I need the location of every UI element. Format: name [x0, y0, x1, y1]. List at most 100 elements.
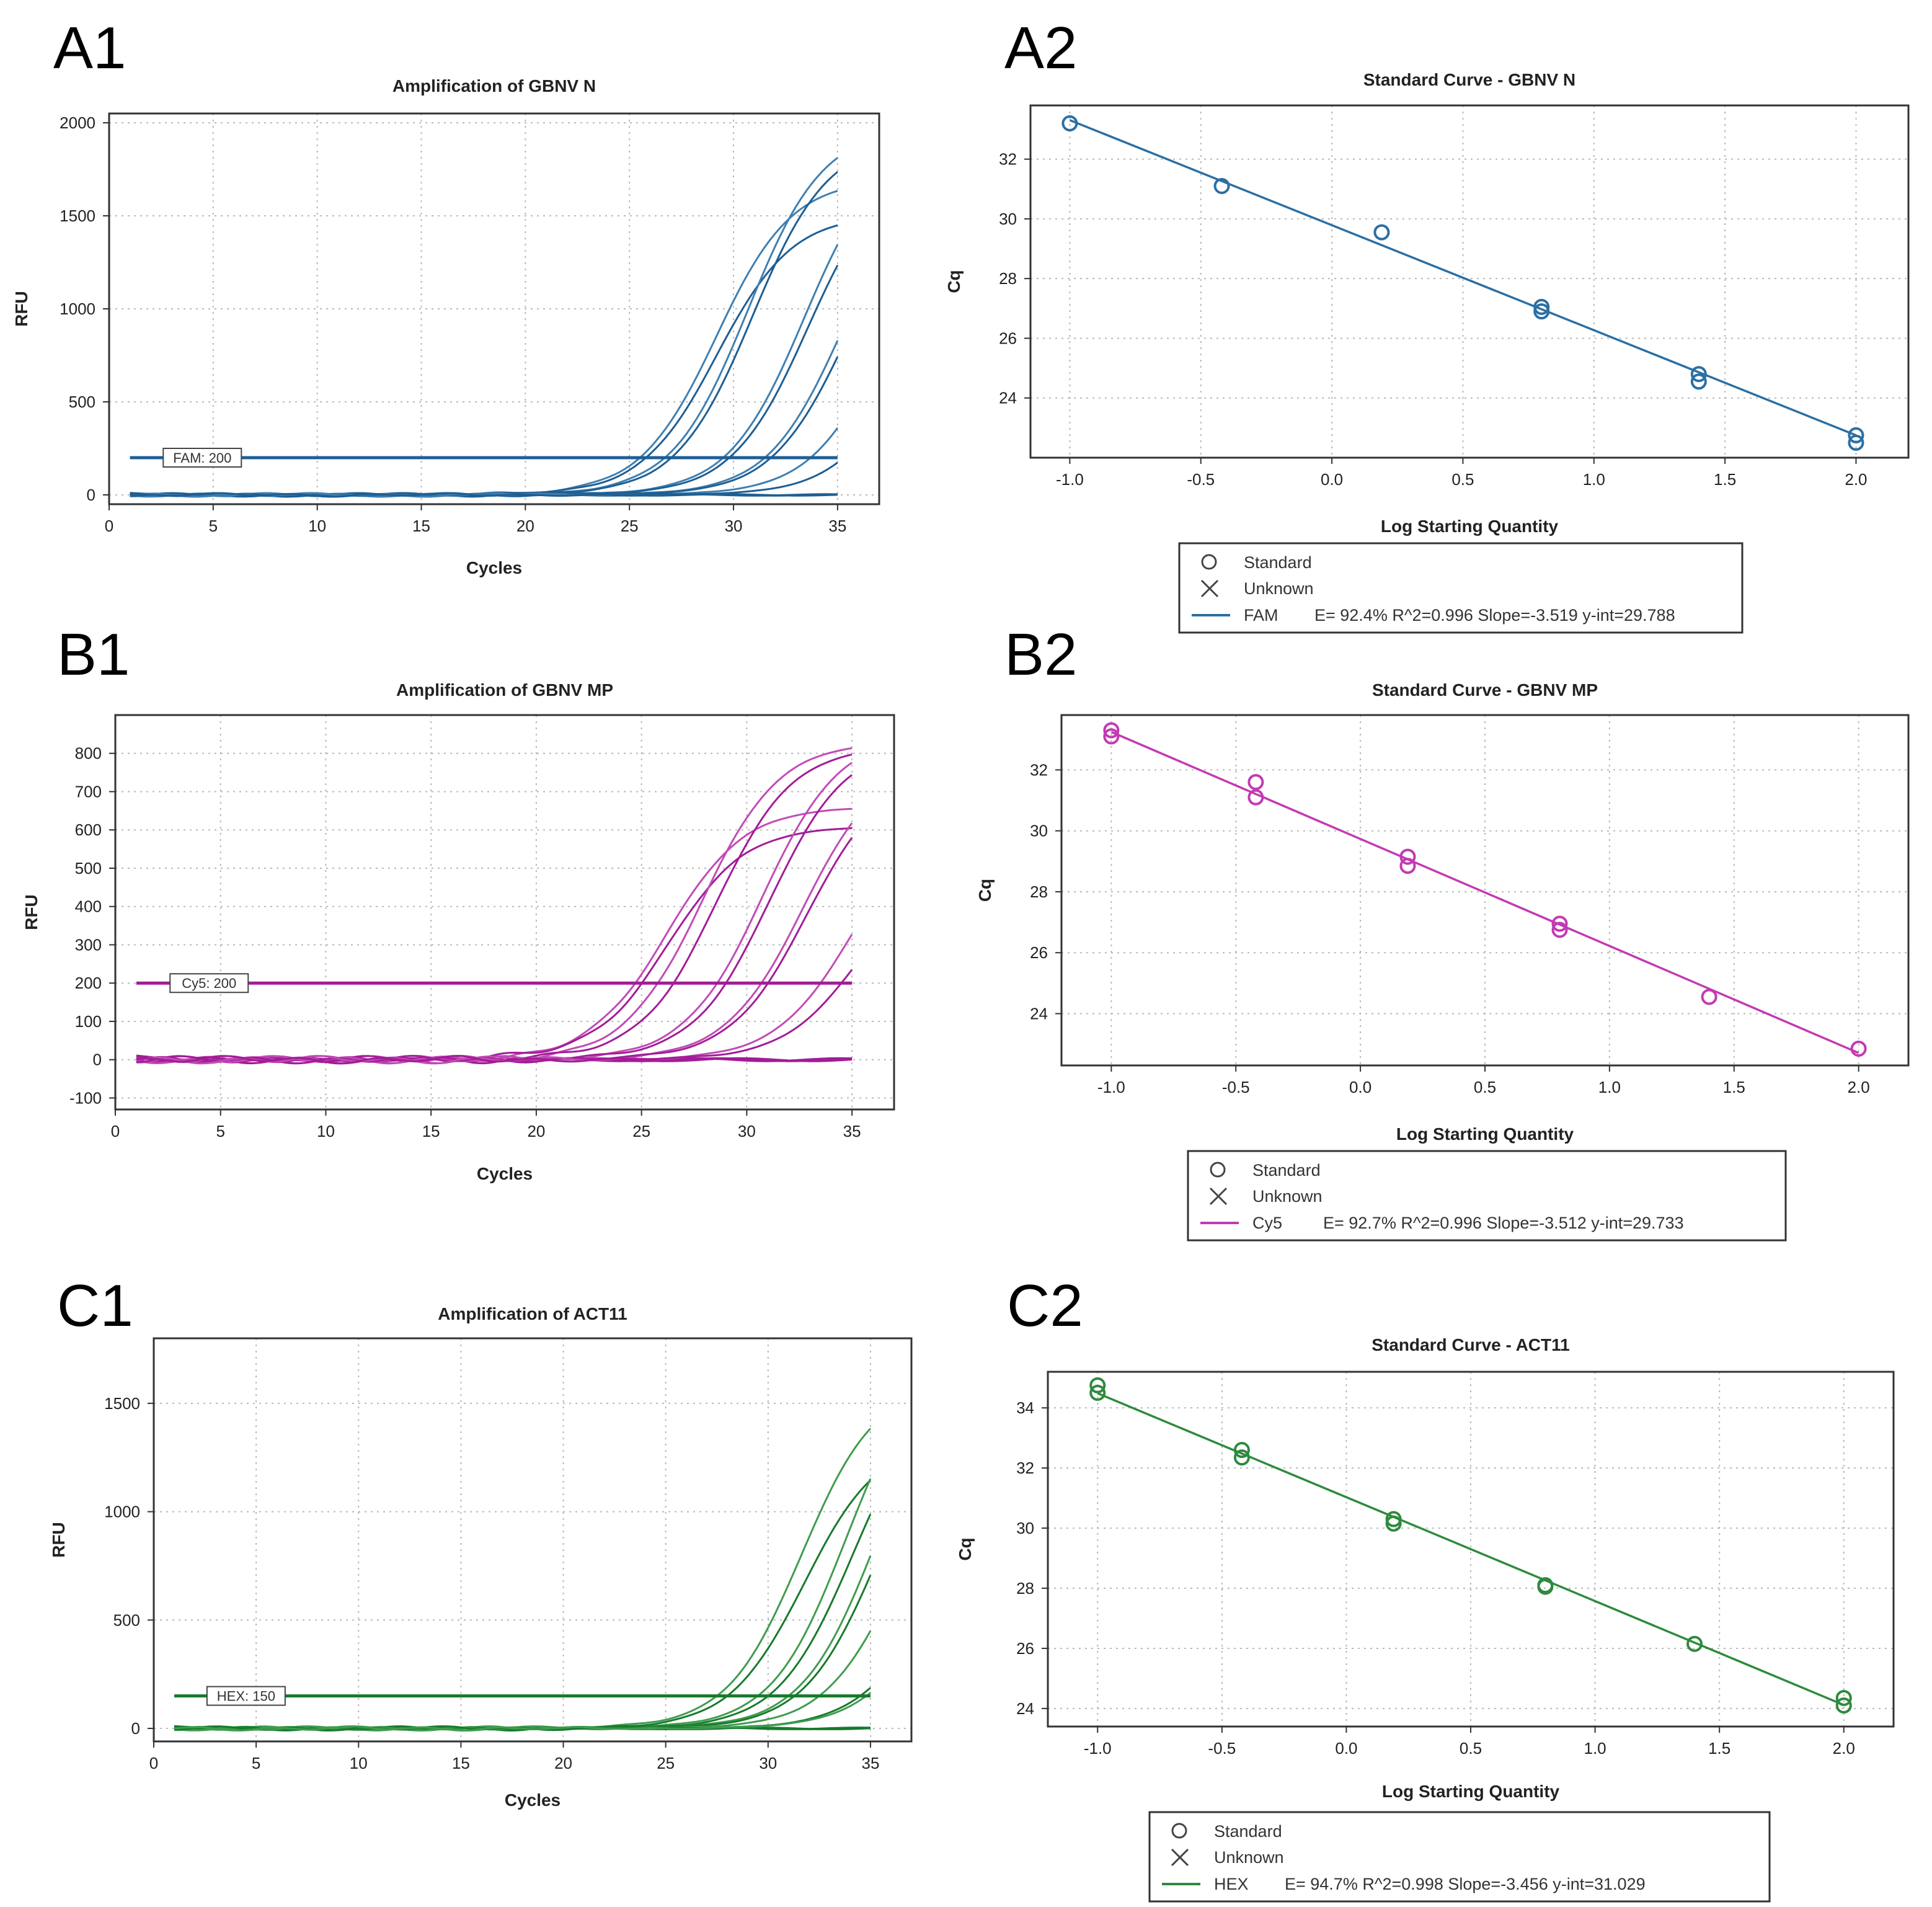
- chart-title: Standard Curve - GBNV N: [1363, 70, 1575, 89]
- standard-point: [1850, 1040, 1867, 1057]
- legend-standard-label: Standard: [1214, 1822, 1282, 1841]
- y-tick-label: 800: [75, 744, 102, 763]
- standard-point: [1103, 728, 1120, 745]
- x-tick-label: 1.5: [1708, 1739, 1730, 1758]
- x-tick-label: 5: [252, 1754, 260, 1772]
- threshold-label-box: [206, 1686, 286, 1706]
- legend-standard-label: Standard: [1244, 553, 1312, 572]
- standard-point: [1061, 115, 1078, 131]
- chart-title: Amplification of GBNV N: [392, 76, 596, 96]
- regression-line: [1069, 119, 1857, 437]
- standard-point: [1690, 366, 1707, 383]
- standard-point: [1373, 224, 1390, 241]
- x-axis-label: Log Starting Quantity: [1382, 1782, 1560, 1801]
- y-tick-label: 1500: [60, 207, 95, 225]
- y-axis-label: Cq: [955, 1537, 975, 1560]
- x-tick-label: 10: [308, 517, 326, 535]
- y-tick-label: 32: [1016, 1459, 1034, 1477]
- x-tick-label: 1.0: [1598, 1078, 1621, 1096]
- threshold-label: FAM: 200: [173, 450, 231, 466]
- x-tick-label: 0.0: [1335, 1739, 1357, 1758]
- panel-label-a1: A1: [53, 15, 126, 81]
- legend-stats: E= 92.4% R^2=0.996 Slope=-3.519 y-int=29…: [1314, 606, 1675, 625]
- x-axis-label: Cycles: [505, 1790, 561, 1810]
- standard-point: [1835, 1689, 1852, 1706]
- legend-frame: [1148, 1811, 1771, 1903]
- legend: Standard Unknown FAM E= 92.4% R^2=0.996 Slo…: [1178, 542, 1744, 634]
- x-axis-label: Cycles: [466, 558, 522, 577]
- x-tick-label: 20: [516, 517, 534, 535]
- panel-label-b1: B1: [57, 621, 130, 688]
- plot-frame: [1060, 714, 1910, 1067]
- legend-stats: E= 92.7% R^2=0.996 Slope=-3.512 y-int=29…: [1323, 1214, 1684, 1232]
- legend-stats: E= 94.7% R^2=0.998 Slope=-3.456 y-int=31…: [1285, 1875, 1646, 1893]
- chart-a1: 0 5 10 15 20 25 30 35 0 500 1000 1500 2000 Amplificat…: [12, 76, 880, 577]
- standard-point: [1537, 1578, 1554, 1595]
- standard-point: [1701, 989, 1717, 1005]
- x-tick-label: 0.0: [1349, 1078, 1371, 1096]
- y-tick-label: 400: [75, 897, 102, 916]
- standard-point: [1089, 1377, 1106, 1394]
- y-tick-label: 100: [75, 1012, 102, 1031]
- y-axis-label: RFU: [22, 894, 41, 930]
- panel-label-b2: B2: [1004, 621, 1078, 688]
- y-axis-label: RFU: [49, 1522, 68, 1558]
- standard-point: [1686, 1635, 1703, 1652]
- x-tick-label: 1.0: [1583, 470, 1605, 489]
- y-tick-label: 1500: [104, 1394, 140, 1413]
- plot-area: [154, 1338, 911, 1741]
- legend-standard-marker: [1210, 1162, 1226, 1178]
- plot-frame: [1029, 104, 1910, 459]
- x-axis-label: Cycles: [477, 1164, 533, 1183]
- y-tick-label: 500: [69, 393, 95, 411]
- y-tick-label: 0: [87, 486, 95, 504]
- x-tick-label: 25: [632, 1122, 650, 1140]
- threshold-label-box: [169, 973, 249, 994]
- x-tick-label: 0: [149, 1754, 158, 1772]
- standard-point: [1848, 427, 1864, 443]
- legend: Standard Unknown Cy5 E= 92.7% R^2=0.996 Slo…: [1187, 1150, 1787, 1242]
- y-tick-label: 200: [75, 974, 102, 992]
- standard-point: [1848, 434, 1864, 451]
- standard-point: [1103, 722, 1120, 739]
- chart-b2: -1.0 -0.5 0.0 0.5 1.0 1.5 2.0 24 26 28 30 32 Standar…: [975, 680, 1910, 1242]
- standard-point: [1835, 1697, 1852, 1714]
- chart-c1: 0 5 10 15 20 25 30 35 0 500 1000 1500 Amplification …: [49, 1304, 913, 1810]
- standard-point: [1533, 303, 1550, 320]
- y-tick-label: 0: [93, 1051, 102, 1069]
- x-tick-label: 35: [828, 517, 846, 535]
- x-tick-label: 0.5: [1451, 470, 1474, 489]
- chart-b1: 0 5 10 15 20 25 30 35 -100 0 100 200 300 400 500 600 700…: [22, 680, 895, 1183]
- x-tick-label: 35: [861, 1754, 879, 1772]
- legend-unknown-marker: [1209, 1187, 1228, 1206]
- x-tick-label: -0.5: [1187, 470, 1215, 489]
- y-tick-label: 28: [999, 269, 1017, 288]
- legend-fluor-label: HEX: [1214, 1875, 1249, 1893]
- legend-fluor-label: FAM: [1244, 606, 1278, 625]
- chart-title: Amplification of ACT11: [438, 1304, 627, 1323]
- standard-point: [1399, 858, 1416, 874]
- standard-point: [1213, 177, 1230, 194]
- y-tick-label: 30: [1030, 822, 1048, 840]
- threshold-label-box: [162, 448, 242, 468]
- plot-frame: [108, 112, 880, 505]
- standard-point: [1233, 1442, 1250, 1459]
- y-tick-label: 600: [75, 820, 102, 839]
- legend-standard-label: Standard: [1252, 1161, 1321, 1180]
- x-tick-label: 2.0: [1833, 1739, 1855, 1758]
- legend-fluor-label: Cy5: [1252, 1214, 1282, 1232]
- y-tick-label: 24: [999, 389, 1017, 407]
- x-tick-label: -1.0: [1056, 470, 1084, 489]
- x-tick-label: 2.0: [1848, 1078, 1870, 1096]
- threshold-label: Cy5: 200: [182, 976, 236, 991]
- x-axis-label: Log Starting Quantity: [1381, 517, 1559, 536]
- y-axis-label: Cq: [975, 879, 995, 902]
- y-axis-label: RFU: [12, 291, 31, 327]
- amplification-curve: [136, 837, 853, 1065]
- standard-point: [1551, 915, 1568, 932]
- amplification-curve: [174, 1692, 871, 1731]
- standard-point: [1399, 848, 1416, 865]
- y-tick-label: 1000: [104, 1503, 140, 1521]
- standard-point: [1247, 789, 1264, 806]
